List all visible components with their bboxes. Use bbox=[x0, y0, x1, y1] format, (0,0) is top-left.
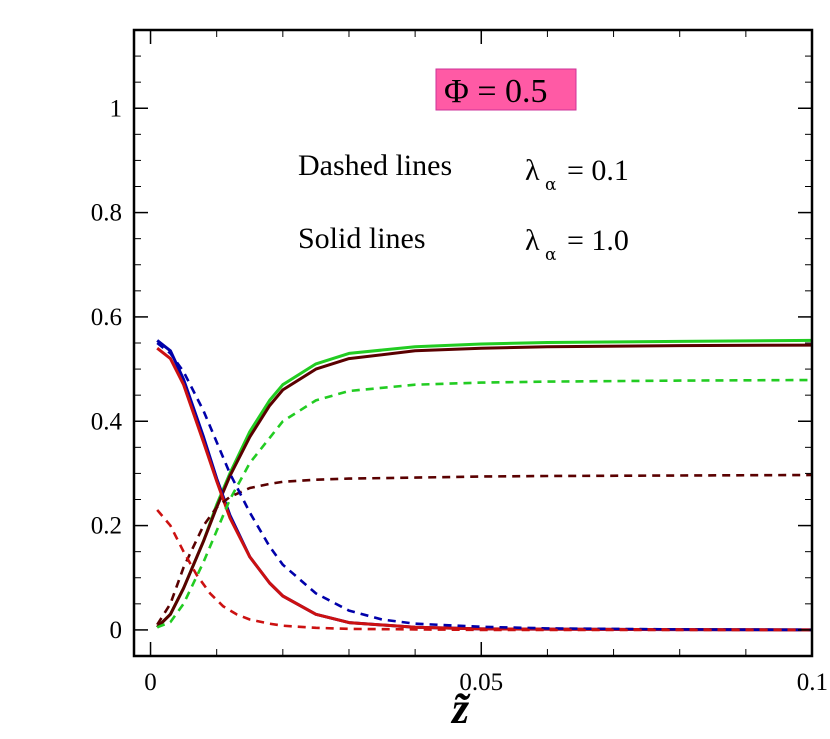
lambda-subscript: α bbox=[545, 245, 557, 265]
x-tick-label: 0.1 bbox=[797, 669, 828, 696]
y-tick-label: 0 bbox=[110, 617, 123, 644]
lambda-symbol: λ bbox=[525, 154, 540, 187]
series-layer bbox=[156, 338, 812, 632]
y-tick-label: 0.6 bbox=[91, 304, 122, 331]
series-line-solid bbox=[156, 347, 812, 632]
series-line-dashed bbox=[156, 341, 812, 632]
plot-frame bbox=[132, 28, 814, 658]
lambda-dashed-annotation: λ α = 0.1 bbox=[525, 154, 629, 195]
x-tick-label: 0 bbox=[144, 669, 157, 696]
phi-label: Φ = 0.5 bbox=[444, 73, 548, 110]
dashed-lines-label: Dashed lines bbox=[298, 149, 452, 182]
lambda-solid-value: = 1.0 bbox=[567, 224, 629, 257]
x-axis-label: z̃ bbox=[450, 684, 471, 733]
y-tick-label: 0.4 bbox=[91, 408, 123, 435]
phi-annotation: Φ = 0.5 bbox=[435, 68, 577, 111]
y-tick-label: 0.8 bbox=[91, 200, 122, 227]
lambda-solid-annotation: λ α = 1.0 bbox=[525, 224, 629, 265]
solid-lines-label: Solid lines bbox=[298, 222, 426, 255]
series-line-dashed bbox=[156, 509, 812, 632]
ticks-layer: 0 0.2 0.4 0.6 0.8 1 0 0.05 0.1 bbox=[91, 30, 828, 696]
lambda-dashed-value: = 0.1 bbox=[567, 154, 629, 187]
y-tick-label: 1 bbox=[110, 95, 123, 122]
phi-box bbox=[435, 68, 577, 111]
series-line-dashed bbox=[156, 378, 812, 629]
series-line-solid bbox=[156, 343, 812, 629]
x-tick-label: 0.05 bbox=[459, 669, 503, 696]
lambda-symbol: λ bbox=[525, 224, 540, 257]
series-line-dashed bbox=[156, 473, 812, 626]
y-tick-label: 0.2 bbox=[91, 513, 122, 540]
lambda-subscript: α bbox=[545, 175, 557, 195]
